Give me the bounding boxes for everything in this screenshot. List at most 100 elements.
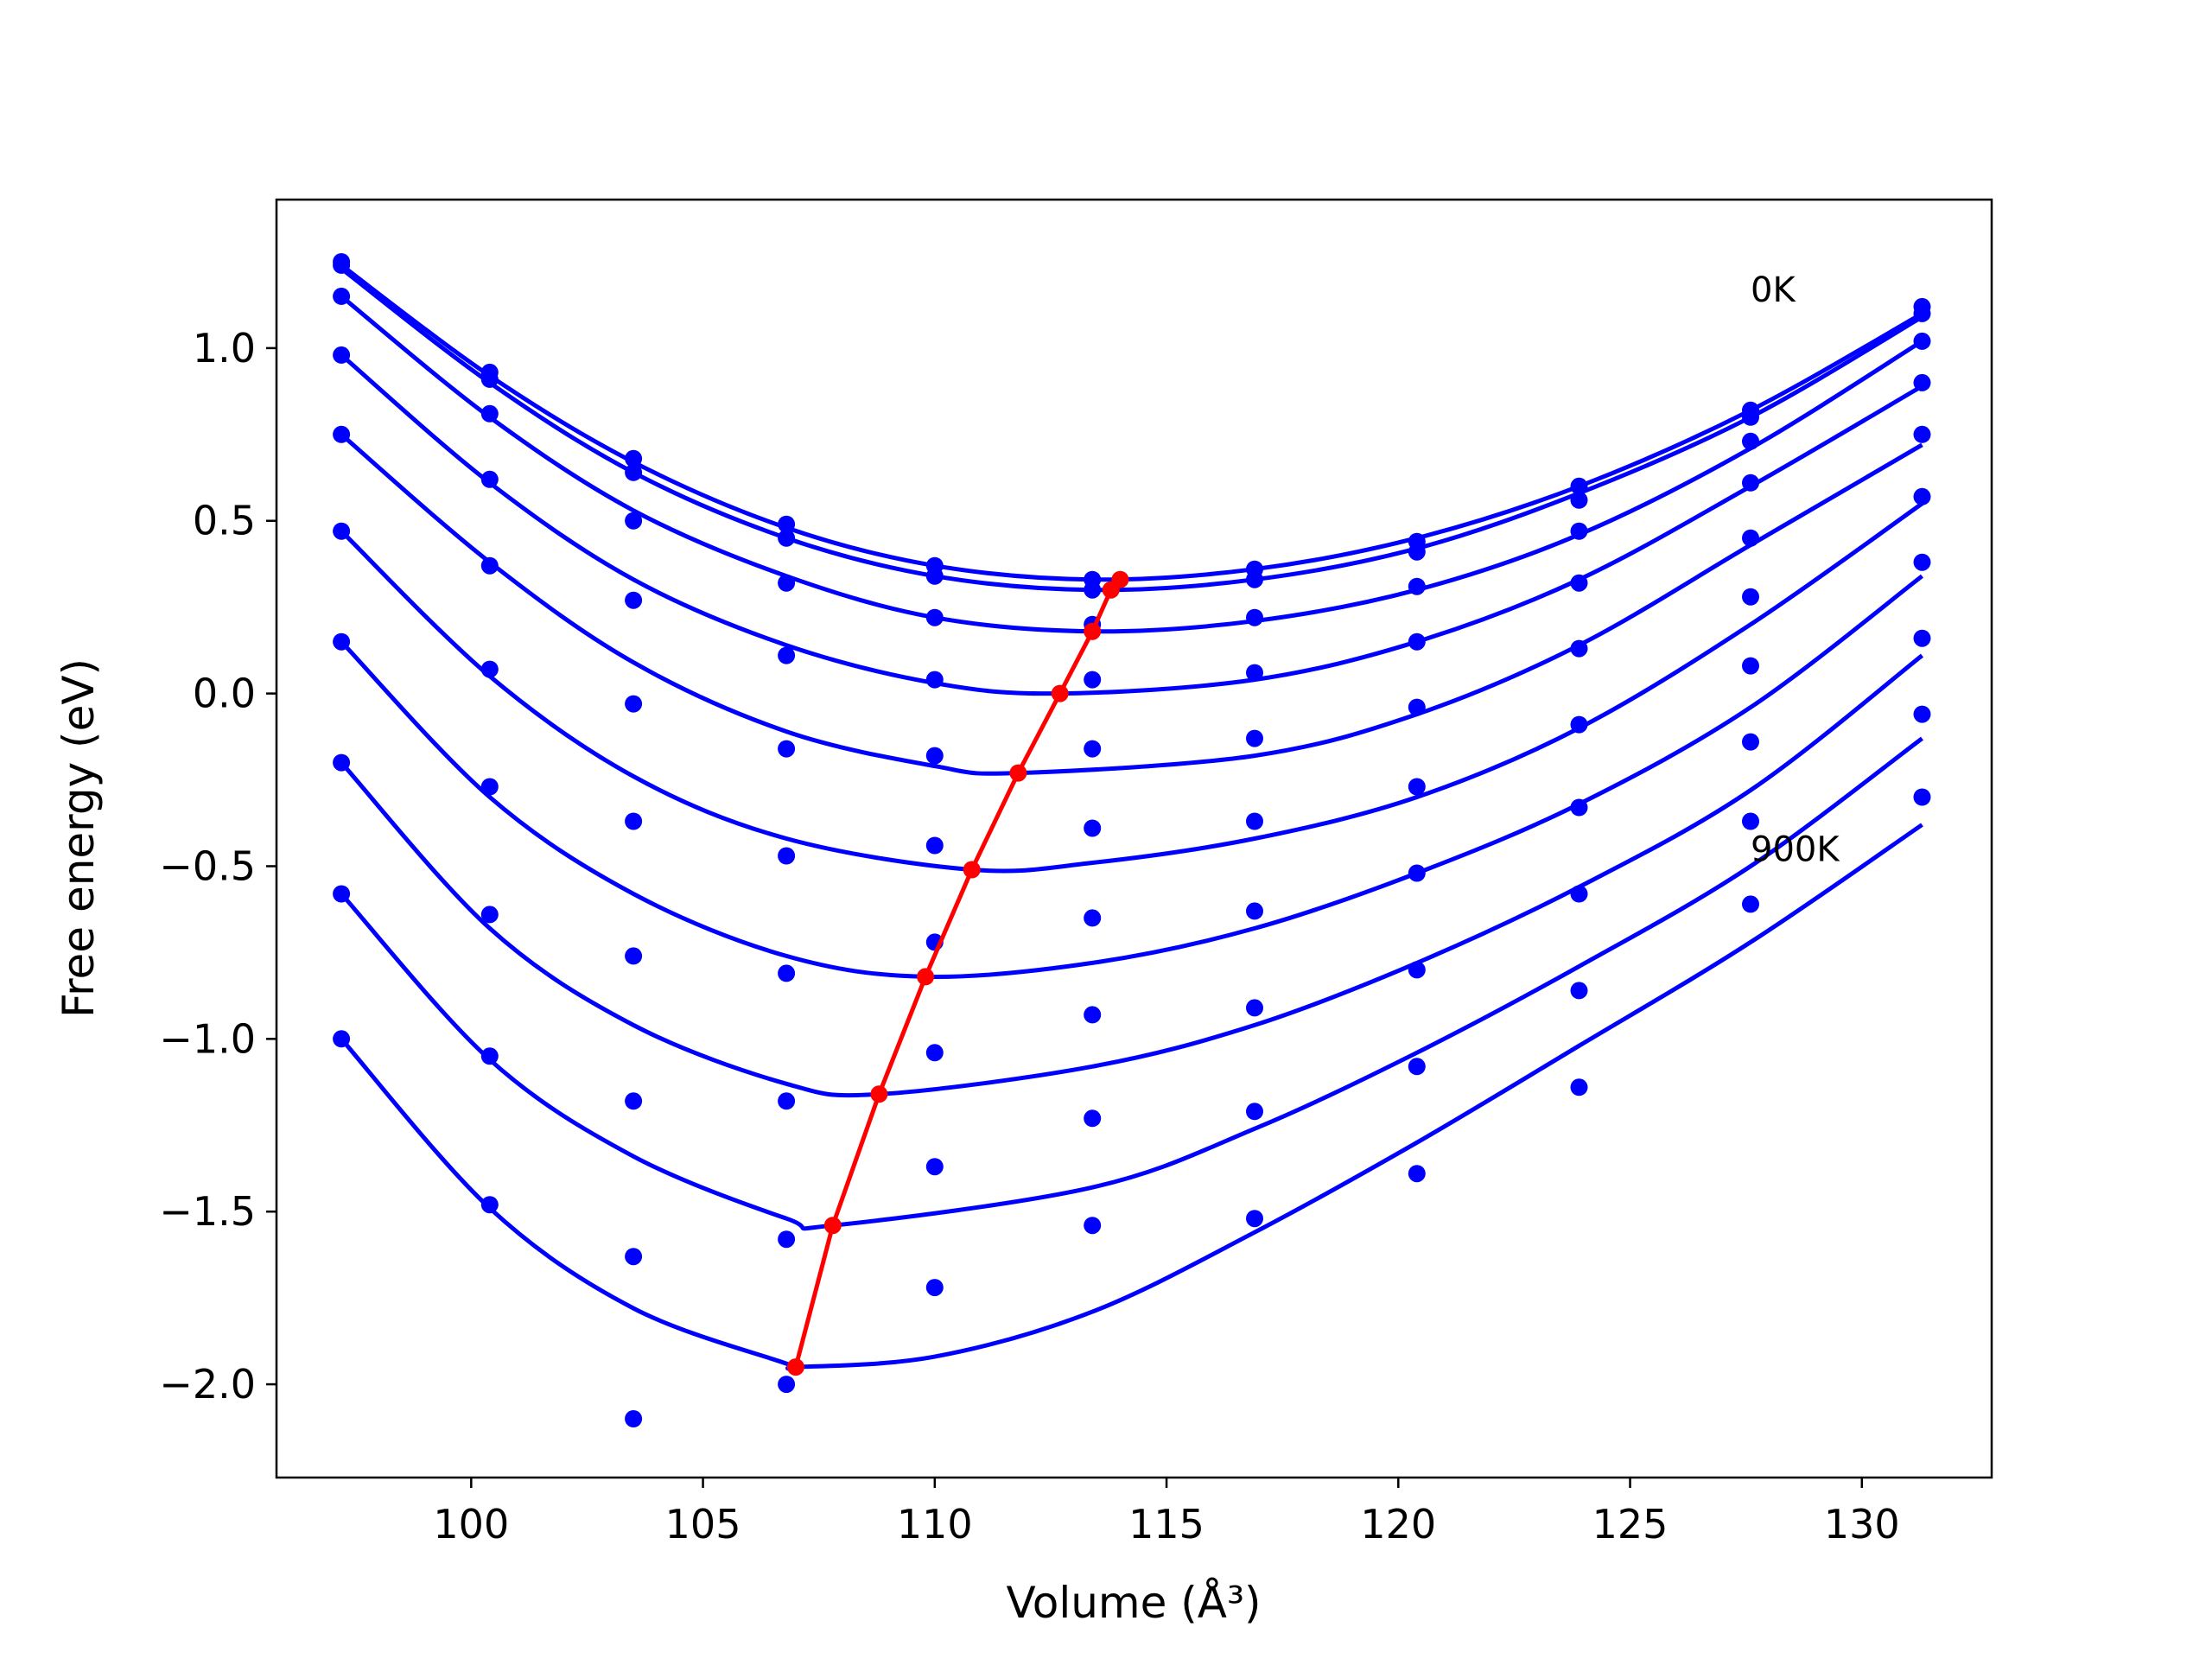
series-7-point-6 [1084, 909, 1102, 927]
series-5-point-6 [1084, 740, 1102, 758]
x-axis-label: Volume (Å³) [1006, 1578, 1261, 1628]
series-8-point-10 [1742, 733, 1759, 751]
minima-point-3 [1084, 622, 1102, 640]
series-3-point-5 [925, 608, 944, 626]
minima-point-9 [823, 1217, 842, 1235]
series-8-point-5 [925, 1044, 944, 1062]
series-8-point-11 [1913, 629, 1931, 647]
series-4-point-8 [1408, 632, 1426, 651]
series-2-point-6 [1084, 581, 1102, 599]
series-7-point-10 [1742, 657, 1759, 675]
series-9-point-6 [1084, 1109, 1102, 1128]
series-9-point-1 [333, 885, 351, 903]
series-8-point-4 [778, 1092, 796, 1110]
series-9-point-9 [1570, 982, 1588, 1000]
annotation-label: 0K [1751, 270, 1796, 310]
minima-point-6 [963, 861, 981, 879]
series-9-fit-curve [340, 736, 1923, 1231]
x-tick-label: 130 [1824, 1501, 1900, 1548]
series-8-point-1 [333, 753, 351, 772]
series-5-point-10 [1742, 529, 1759, 547]
series-9-point-11 [1913, 705, 1931, 723]
series-10-point-7 [1246, 1210, 1263, 1228]
series-8 [333, 629, 1931, 1110]
minima-point-2 [1102, 581, 1120, 599]
series-6-point-7 [1246, 812, 1263, 830]
series-4-point-9 [1570, 574, 1588, 592]
series-6-point-9 [1570, 715, 1588, 734]
series-7-fit-curve [340, 574, 1924, 980]
series-5-point-3 [625, 695, 643, 713]
series-10-point-1 [333, 1030, 351, 1048]
series-4 [333, 346, 1931, 696]
series-7-point-4 [778, 964, 796, 982]
series-10-point-10 [1742, 895, 1759, 913]
x-axis: 100 105 110 115 120 125 130 [433, 1478, 1900, 1548]
x-tick-label: 105 [665, 1501, 741, 1548]
x-tick-label: 120 [1360, 1501, 1436, 1548]
series-1-point-3 [625, 449, 643, 467]
series-9 [333, 705, 1931, 1266]
series-6-point-4 [778, 847, 796, 865]
series-7-point-7 [1246, 902, 1263, 920]
annotations: 0K 900K [1751, 270, 1840, 870]
series-6 [333, 487, 1931, 874]
axes-frame [275, 198, 1993, 1479]
y-axis-label: Free energy (eV) [54, 658, 104, 1018]
series-4-point-2 [480, 470, 499, 488]
series-7 [333, 553, 1931, 982]
series-7-point-2 [480, 778, 499, 796]
series-2-point-3 [625, 463, 643, 481]
series-4-point-1 [333, 346, 351, 364]
series-9-point-8 [1408, 1058, 1426, 1076]
series-10-point-11 [1913, 788, 1931, 806]
series-6-point-10 [1742, 588, 1759, 606]
series-5-point-8 [1408, 698, 1426, 716]
series-3-point-10 [1742, 432, 1759, 450]
series-6-point-5 [925, 836, 944, 855]
series-6-point-6 [1084, 819, 1102, 837]
series-7-point-9 [1570, 798, 1588, 817]
series-3-point-1 [333, 287, 351, 305]
minima-point-10 [786, 1358, 804, 1376]
series-7-point-3 [625, 947, 643, 965]
y-tick-label: 0.5 [193, 498, 256, 544]
y-tick-label: 1.0 [193, 325, 256, 372]
series-3-point-9 [1570, 522, 1588, 540]
series-10-fit-curve [340, 823, 1923, 1372]
series-6-point-1 [333, 522, 351, 540]
series-9-point-7 [1246, 1103, 1263, 1121]
series-5-fit-curve [340, 432, 1923, 776]
series-6-fit-curve [340, 501, 1923, 874]
series-4-point-4 [778, 646, 796, 664]
y-tick-label: −0.5 [159, 842, 256, 889]
minima-point-5 [1009, 764, 1027, 782]
series-4-point-6 [1084, 671, 1102, 689]
series-9-point-5 [925, 1158, 944, 1176]
plot-area [333, 253, 1931, 1427]
y-axis: −2.0 −1.5 −1.0 −0.5 0.0 0.5 1.0 [159, 325, 276, 1408]
y-tick-label: −1.0 [159, 1015, 256, 1062]
minima-point-7 [917, 968, 935, 986]
series-2-point-10 [1742, 408, 1759, 426]
y-tick-label: 0.0 [193, 671, 256, 717]
minima-series [786, 570, 1129, 1376]
series-4-point-10 [1742, 474, 1759, 492]
series-5-point-2 [480, 556, 499, 575]
series-3-point-3 [625, 512, 643, 530]
series-8-point-8 [1408, 961, 1426, 979]
series-2-point-2 [480, 370, 499, 388]
series-10-point-6 [1084, 1217, 1102, 1235]
series-9-point-4 [778, 1230, 796, 1249]
series-5-point-4 [778, 740, 796, 758]
series-9-point-2 [480, 1047, 499, 1065]
series-5-point-11 [1913, 425, 1931, 443]
series-8-point-9 [1570, 885, 1588, 903]
series-4-point-7 [1246, 664, 1263, 682]
series-7-point-8 [1408, 864, 1426, 882]
series-3-point-2 [480, 404, 499, 423]
series-7-point-1 [333, 632, 351, 651]
minima-line [793, 578, 1122, 1368]
